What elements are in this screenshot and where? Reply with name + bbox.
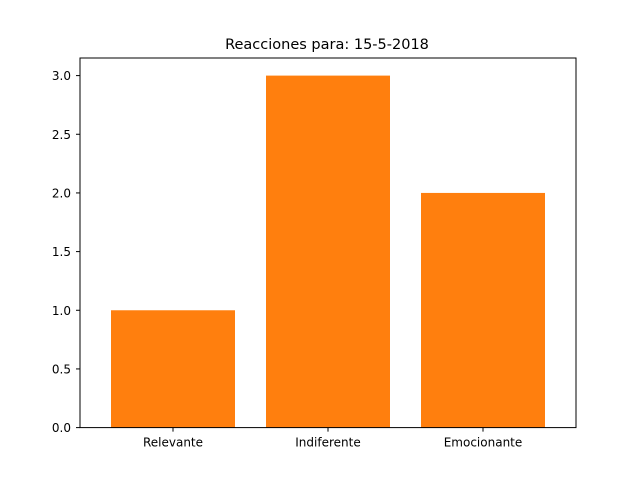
y-tick-label: 0.0 <box>52 421 71 435</box>
bar-relevante <box>111 310 235 428</box>
y-tick-label: 1.0 <box>52 304 71 318</box>
bar-indiferente <box>266 75 390 428</box>
y-tick-label: 3.0 <box>52 69 71 83</box>
x-tick-label: Indiferente <box>295 436 360 450</box>
y-tick-label: 1.5 <box>52 245 71 259</box>
x-tick-label: Relevante <box>143 436 203 450</box>
y-tick-label: 2.0 <box>52 186 71 200</box>
plot-frame <box>79 57 577 429</box>
bar-emocionante <box>421 192 545 428</box>
bars-group <box>111 75 545 428</box>
y-tick-label: 2.5 <box>52 128 71 142</box>
chart-title: Reacciones para: 15-5-2018 <box>225 37 429 53</box>
x-tick-label: Emocionante <box>444 436 523 450</box>
y-axis: 0.0 0.5 1.0 1.5 2.0 2.5 3.0 <box>52 69 80 435</box>
x-axis: Relevante Indiferente Emocionante <box>143 427 523 450</box>
y-tick-label: 0.5 <box>52 362 71 376</box>
